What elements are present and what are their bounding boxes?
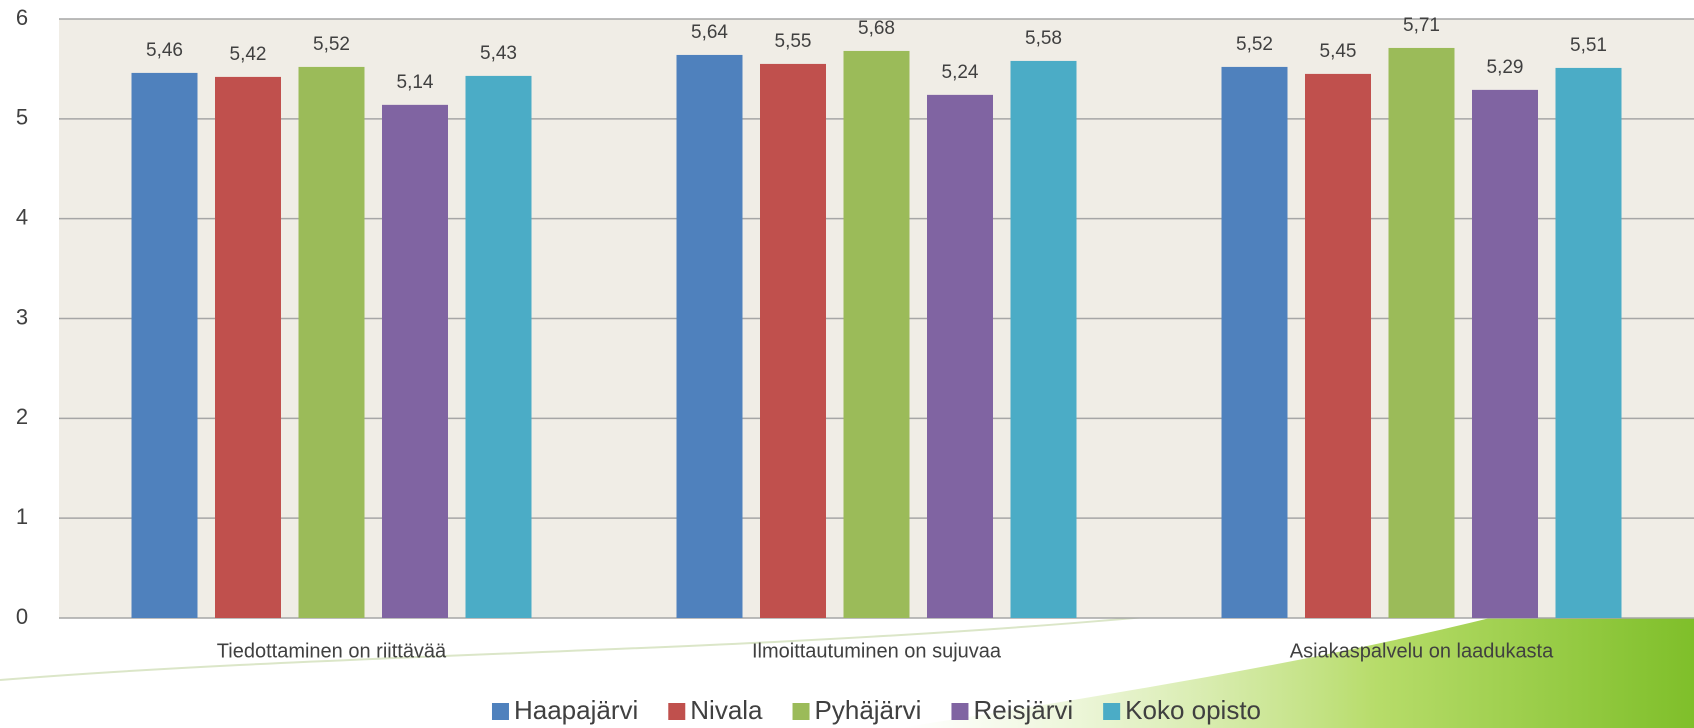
bar bbox=[927, 94, 993, 618]
legend-swatch bbox=[951, 703, 969, 720]
value-label: 5,29 bbox=[1487, 57, 1524, 78]
bar bbox=[760, 63, 826, 619]
bar bbox=[1472, 89, 1538, 619]
legend-label: Haapajärvi bbox=[514, 695, 638, 725]
value-label: 5,14 bbox=[397, 72, 434, 93]
x-tick-label: Ilmoittautuminen on sujuvaa bbox=[752, 640, 1002, 662]
bar bbox=[131, 72, 198, 618]
legend-label: Reisjärvi bbox=[973, 695, 1073, 725]
value-label: 5,52 bbox=[313, 34, 350, 55]
bar bbox=[1388, 47, 1455, 619]
legend-swatch bbox=[491, 703, 509, 720]
bar bbox=[215, 76, 281, 619]
y-tick-label: 1 bbox=[16, 504, 28, 529]
y-tick-label: 3 bbox=[16, 304, 28, 329]
decoration bbox=[900, 560, 1694, 728]
y-tick-label: 6 bbox=[16, 5, 28, 30]
legend-label: Nivala bbox=[690, 695, 763, 725]
y-tick-label: 4 bbox=[16, 204, 28, 229]
bar bbox=[843, 50, 910, 619]
bar bbox=[676, 54, 743, 618]
y-tick-label: 0 bbox=[16, 604, 28, 629]
bar bbox=[1221, 66, 1288, 619]
bar bbox=[465, 75, 532, 618]
value-label: 5,55 bbox=[775, 31, 812, 52]
legend-label: Koko opisto bbox=[1125, 695, 1261, 725]
bar bbox=[1010, 60, 1077, 619]
y-tick-label: 2 bbox=[16, 404, 28, 429]
value-label: 5,42 bbox=[230, 44, 267, 65]
value-label: 5,52 bbox=[1236, 34, 1273, 55]
value-label: 5,24 bbox=[942, 62, 979, 83]
value-label: 5,64 bbox=[691, 22, 728, 43]
legend-swatch bbox=[1103, 703, 1121, 720]
legend-swatch bbox=[792, 703, 810, 720]
value-label: 5,68 bbox=[858, 18, 895, 39]
value-label: 5,58 bbox=[1025, 28, 1062, 49]
x-tick-label: Asiakaspalvelu on laadukasta bbox=[1290, 640, 1554, 662]
legend-label: Pyhäjärvi bbox=[815, 695, 922, 725]
value-label: 5,45 bbox=[1320, 41, 1357, 62]
bar bbox=[298, 66, 365, 619]
value-label: 5,46 bbox=[146, 40, 183, 61]
bar bbox=[1305, 73, 1371, 619]
legend-swatch bbox=[668, 703, 686, 720]
bar bbox=[1555, 67, 1622, 618]
value-label: 5,43 bbox=[480, 43, 517, 64]
y-tick-label: 5 bbox=[16, 105, 28, 130]
bar bbox=[382, 104, 448, 618]
value-label: 5,71 bbox=[1403, 15, 1440, 36]
value-label: 5,51 bbox=[1570, 35, 1607, 56]
x-tick-label: Tiedottaminen on riittävää bbox=[217, 640, 447, 662]
